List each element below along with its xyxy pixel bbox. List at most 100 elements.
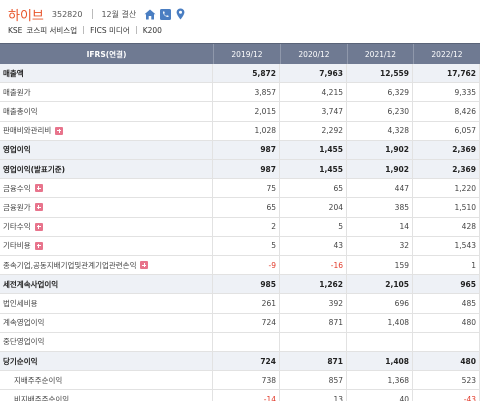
table-cell: 8,426: [413, 102, 480, 121]
table-row: 매출원가 3,857 4,215 6,329 9,335: [0, 83, 480, 103]
divider: [83, 26, 85, 34]
table-row: 판매비와관리비 1,028 2,292 4,328 6,057: [0, 121, 480, 141]
table-cell: 7,963: [280, 64, 347, 83]
table-cell: 17,762: [413, 64, 480, 83]
row-label-text: 금융수익: [3, 183, 31, 193]
table-row: 금융원가 65 204 385 1,510: [0, 198, 480, 218]
table-cell: 1,902: [347, 140, 413, 159]
table-row: 매출액 5,872 7,963 12,559 17,762: [0, 64, 480, 84]
fics-label: FICS 미디어: [90, 25, 130, 35]
row-label-text: 법인세비용: [3, 298, 38, 308]
row-label: 당기순이익: [0, 352, 213, 371]
home-icon[interactable]: [144, 8, 156, 20]
table-cell: 40: [347, 390, 413, 401]
row-label: 금융수익: [0, 179, 213, 198]
table-cell: 5: [213, 236, 280, 255]
table-cell: 14: [347, 217, 413, 236]
company-meta-row: KSE 코스피 서비스업 FICS 미디어 K200: [8, 24, 166, 36]
row-label: 기타비용: [0, 236, 213, 255]
table-row: 중단영업이익: [0, 332, 480, 352]
table-cell: 738: [213, 371, 280, 390]
expand-plus-icon[interactable]: [34, 203, 43, 212]
table-cell: -16: [280, 256, 347, 275]
row-label: 금융원가: [0, 198, 213, 217]
expand-plus-icon[interactable]: [34, 184, 43, 193]
table-cell: 159: [347, 256, 413, 275]
table-cell: 447: [347, 179, 413, 198]
table-cell: 5,872: [213, 64, 280, 83]
table-cell: 204: [280, 198, 347, 217]
row-label-text: 세전계속사업이익: [3, 279, 59, 289]
table-cell: 12,559: [347, 64, 413, 83]
row-label-text: 계속영업이익: [3, 318, 45, 328]
table-row: 영업이익 987 1,455 1,902 2,369: [0, 140, 480, 160]
index-label: K200: [142, 25, 162, 35]
table-row: 계속영업이익 724 871 1,408 480: [0, 313, 480, 333]
row-label: 세전계속사업이익: [0, 275, 213, 294]
row-label: 판매비와관리비: [0, 121, 213, 140]
row-label-text: 중단영업이익: [3, 337, 45, 347]
table-cell: 1,028: [213, 121, 280, 140]
table-cell: 6,230: [347, 102, 413, 121]
divider: [135, 26, 137, 34]
table-row: 기타수익 2 5 14 428: [0, 217, 480, 237]
table-row: 종속기업,공동지배기업및관계기업관련손익 -9 -16 159 1: [0, 256, 480, 276]
table-cell: 261: [213, 294, 280, 313]
column-header: 2019/12: [213, 44, 280, 65]
row-label-text: 매출액: [3, 68, 24, 78]
table-cell: -14: [213, 390, 280, 401]
row-label: 비지배주주순이익: [0, 390, 213, 401]
row-label-text: 기타수익: [3, 222, 31, 232]
table-cell: 3,747: [280, 102, 347, 121]
table-cell: 2: [213, 217, 280, 236]
table-cell: 2,015: [213, 102, 280, 121]
table-cell: 1,455: [280, 140, 347, 159]
row-label-text: 매출원가: [3, 87, 31, 97]
table-cell: 75: [213, 179, 280, 198]
table-row: 매출총이익 2,015 3,747 6,230 8,426: [0, 102, 480, 122]
table-cell: 1: [413, 256, 480, 275]
row-label-text: 당기순이익: [3, 356, 38, 366]
table-cell: 385: [347, 198, 413, 217]
table-cell: 1,368: [347, 371, 413, 390]
stock-code: 352820: [51, 9, 83, 19]
row-label: 중단영업이익: [0, 332, 213, 351]
phone-icon[interactable]: [159, 8, 171, 20]
expand-plus-icon[interactable]: [34, 241, 43, 250]
table-cell: 485: [413, 294, 480, 313]
market-label: KSE: [8, 25, 23, 35]
divider: [92, 9, 94, 19]
column-header: 2022/12: [413, 44, 480, 65]
row-label-text: 지배주주순이익: [14, 375, 63, 385]
table-cell: 987: [213, 140, 280, 159]
table-cell: 13: [280, 390, 347, 401]
row-label-text: 매출총이익: [3, 106, 38, 116]
table-cell: -9: [213, 256, 280, 275]
row-label: 기타수익: [0, 217, 213, 236]
table-cell: 1,408: [347, 352, 413, 371]
table-cell: 4,328: [347, 121, 413, 140]
table-cell: 1,543: [413, 236, 480, 255]
row-label-text: 영업이익(발표기준): [3, 164, 66, 174]
expand-plus-icon[interactable]: [55, 126, 64, 135]
table-cell: 1,408: [347, 313, 413, 332]
table-cell: 724: [213, 313, 280, 332]
table-cell: 428: [413, 217, 480, 236]
row-label: 법인세비용: [0, 294, 213, 313]
table-cell: [280, 332, 347, 351]
expand-plus-icon[interactable]: [140, 261, 149, 270]
table-cell: 987: [213, 160, 280, 179]
row-label: 영업이익(발표기준): [0, 160, 213, 179]
table-cell: 1,220: [413, 179, 480, 198]
table-cell: 6,329: [347, 83, 413, 102]
table-cell: 871: [280, 313, 347, 332]
row-label: 매출총이익: [0, 102, 213, 121]
expand-plus-icon[interactable]: [34, 222, 43, 231]
row-label: 영업이익: [0, 140, 213, 159]
map-pin-icon[interactable]: [174, 8, 186, 20]
table-cell: [347, 332, 413, 351]
table-cell: 9,335: [413, 83, 480, 102]
table-cell: 480: [413, 352, 480, 371]
sector-label: 코스피 서비스업: [26, 25, 78, 35]
row-label-text: 금융원가: [3, 202, 31, 212]
